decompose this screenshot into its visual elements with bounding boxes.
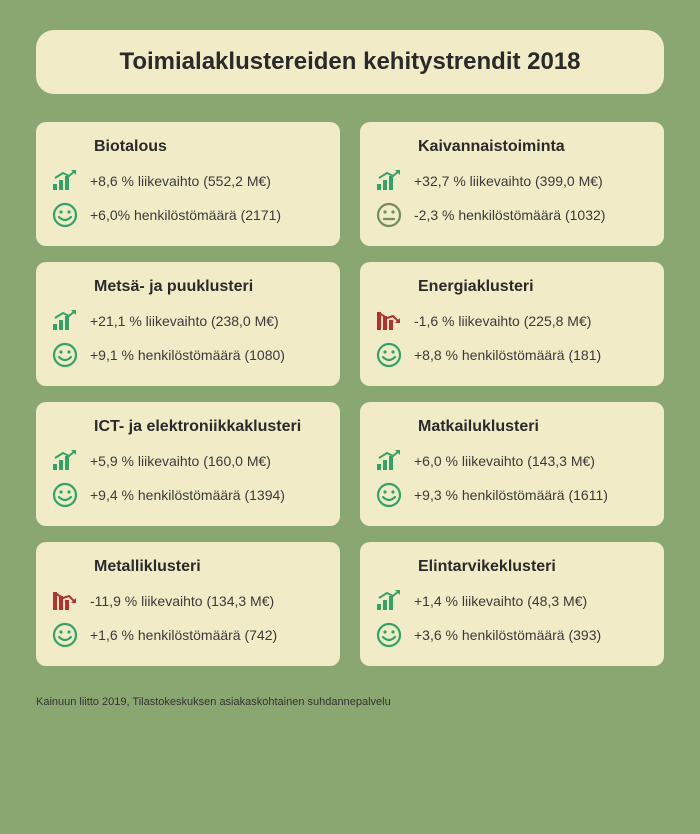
cluster-name: Matkailuklusteri	[418, 418, 650, 436]
revenue-text: +21,1 % liikevaihto (238,0 M€)	[90, 313, 279, 329]
cluster-card: Metalliklusteri -11,9 % liikevaihto (134,…	[36, 542, 340, 666]
revenue-text: +8,6 % liikevaihto (552,2 M€)	[90, 173, 271, 189]
cluster-card: ICT- ja elektroniikkaklusteri +5,9 % liik…	[36, 402, 340, 526]
revenue-text: -1,6 % liikevaihto (225,8 M€)	[414, 313, 591, 329]
revenue-text: +5,9 % liikevaihto (160,0 M€)	[90, 453, 271, 469]
staff-row: +3,6 % henkilöstömäärä (393)	[374, 622, 650, 648]
cluster-name: ICT- ja elektroniikkaklusteri	[94, 418, 326, 436]
staff-row: +8,8 % henkilöstömäärä (181)	[374, 342, 650, 368]
trend-up-icon	[374, 170, 404, 192]
cluster-name: Metsä- ja puuklusteri	[94, 278, 326, 296]
staff-row: +9,3 % henkilöstömäärä (1611)	[374, 482, 650, 508]
staff-row: +9,1 % henkilöstömäärä (1080)	[50, 342, 326, 368]
staff-text: +9,4 % henkilöstömäärä (1394)	[90, 487, 285, 503]
staff-row: +1,6 % henkilöstömäärä (742)	[50, 622, 326, 648]
cluster-card: Energiaklusteri -1,6 % liikevaihto (225,8…	[360, 262, 664, 386]
source-footer: Kainuun liitto 2019, Tilastokeskuksen as…	[36, 696, 664, 708]
staff-row: +6,0% henkilöstömäärä (2171)	[50, 202, 326, 228]
cluster-card: Metsä- ja puuklusteri +21,1 % liikevaihto…	[36, 262, 340, 386]
revenue-row: +8,6 % liikevaihto (552,2 M€)	[50, 170, 326, 192]
trend-up-icon	[50, 310, 80, 332]
staff-text: +6,0% henkilöstömäärä (2171)	[90, 207, 281, 223]
revenue-text: +32,7 % liikevaihto (399,0 M€)	[414, 173, 603, 189]
cluster-name: Biotalous	[94, 138, 326, 156]
neutral-face-icon	[374, 202, 404, 228]
revenue-text: -11,9 % liikevaihto (134,3 M€)	[90, 593, 274, 609]
trend-up-icon	[50, 170, 80, 192]
cluster-name: Energiaklusteri	[418, 278, 650, 296]
cluster-card: Matkailuklusteri +6,0 % liikevaihto (143,…	[360, 402, 664, 526]
smile-icon	[50, 482, 80, 508]
revenue-row: +21,1 % liikevaihto (238,0 M€)	[50, 310, 326, 332]
cluster-name: Kaivannaistoiminta	[418, 138, 650, 156]
revenue-row: +32,7 % liikevaihto (399,0 M€)	[374, 170, 650, 192]
cluster-name: Elintarvikeklusteri	[418, 558, 650, 576]
staff-text: +1,6 % henkilöstömäärä (742)	[90, 627, 277, 643]
staff-row: +9,4 % henkilöstömäärä (1394)	[50, 482, 326, 508]
cluster-card: Elintarvikeklusteri +1,4 % liikevaihto (4…	[360, 542, 664, 666]
revenue-row: +1,4 % liikevaihto (48,3 M€)	[374, 590, 650, 612]
trend-up-icon	[374, 590, 404, 612]
smile-icon	[374, 482, 404, 508]
staff-text: +9,1 % henkilöstömäärä (1080)	[90, 347, 285, 363]
trend-down-icon	[374, 310, 404, 332]
cluster-card: Kaivannaistoiminta +32,7 % liikevaihto (3…	[360, 122, 664, 246]
trend-up-icon	[50, 450, 80, 472]
staff-text: +8,8 % henkilöstömäärä (181)	[414, 347, 601, 363]
cards-grid: Biotalous +8,6 % liikevaihto (552,2 M€) +6…	[36, 122, 664, 666]
revenue-row: +5,9 % liikevaihto (160,0 M€)	[50, 450, 326, 472]
smile-icon	[374, 342, 404, 368]
staff-row: -2,3 % henkilöstömäärä (1032)	[374, 202, 650, 228]
revenue-row: -1,6 % liikevaihto (225,8 M€)	[374, 310, 650, 332]
revenue-text: +6,0 % liikevaihto (143,3 M€)	[414, 453, 595, 469]
trend-down-icon	[50, 590, 80, 612]
smile-icon	[50, 622, 80, 648]
staff-text: -2,3 % henkilöstömäärä (1032)	[414, 207, 605, 223]
revenue-row: +6,0 % liikevaihto (143,3 M€)	[374, 450, 650, 472]
page-title: Toimialaklustereiden kehitystrendit 2018	[36, 30, 664, 94]
staff-text: +3,6 % henkilöstömäärä (393)	[414, 627, 601, 643]
cluster-name: Metalliklusteri	[94, 558, 326, 576]
smile-icon	[50, 342, 80, 368]
smile-icon	[50, 202, 80, 228]
staff-text: +9,3 % henkilöstömäärä (1611)	[414, 487, 608, 503]
revenue-row: -11,9 % liikevaihto (134,3 M€)	[50, 590, 326, 612]
trend-up-icon	[374, 450, 404, 472]
revenue-text: +1,4 % liikevaihto (48,3 M€)	[414, 593, 587, 609]
cluster-card: Biotalous +8,6 % liikevaihto (552,2 M€) +6…	[36, 122, 340, 246]
smile-icon	[374, 622, 404, 648]
